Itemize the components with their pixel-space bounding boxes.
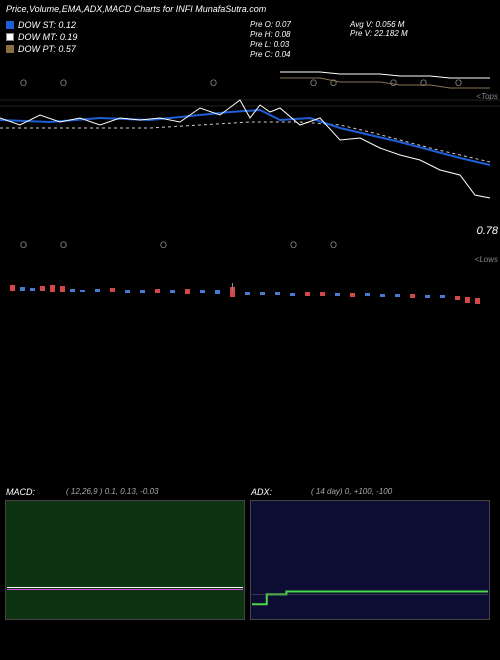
chart-title: Price,Volume,EMA,ADX,MACD Charts for INF… bbox=[0, 0, 500, 18]
volume-candles bbox=[0, 275, 500, 315]
pre-open: Pre O: 0.07 bbox=[250, 20, 291, 29]
avg-volume: Avg V: 0.056 M bbox=[350, 20, 408, 29]
adx-label: ADX: bbox=[251, 487, 272, 497]
macd-chart: MACD: ( 12,26,9 ) 0.1, 0.13, -0.03 bbox=[5, 500, 245, 620]
dow-pt-label: DOW PT: 0.57 bbox=[6, 44, 77, 54]
lows-label: <Lows bbox=[475, 255, 498, 264]
dow-pt-text: DOW PT: 0.57 bbox=[18, 44, 76, 54]
price-ohlc: Pre O: 0.07 Pre H: 0.08 Pre L: 0.03 Pre … bbox=[250, 20, 291, 60]
dow-mt-text: DOW MT: 0.19 bbox=[18, 32, 77, 42]
o-mark: O bbox=[330, 240, 337, 250]
dow-st-color bbox=[6, 21, 14, 29]
adx-params: ( 14 day) 0, +100, -100 bbox=[311, 487, 392, 496]
dow-mt-label: DOW MT: 0.19 bbox=[6, 32, 77, 42]
current-price: 0.78 bbox=[477, 225, 498, 237]
macd-params: ( 12,26,9 ) 0.1, 0.13, -0.03 bbox=[66, 487, 159, 496]
dow-pt-color bbox=[6, 45, 14, 53]
adx-chart: ADX: ( 14 day) 0, +100, -100 bbox=[250, 500, 490, 620]
macd-label: MACD: bbox=[6, 487, 35, 497]
pre-volume: Pre V: 22.182 M bbox=[350, 29, 408, 38]
macd-svg bbox=[6, 501, 244, 619]
pre-close: Pre C: 0.04 bbox=[250, 50, 291, 59]
price-volume: Avg V: 0.056 M Pre V: 22.182 M bbox=[350, 20, 408, 38]
o-mark: O bbox=[160, 240, 167, 250]
main-price-chart bbox=[0, 70, 500, 270]
dow-st-text: DOW ST: 0.12 bbox=[18, 20, 76, 30]
dow-legend: DOW ST: 0.12 DOW MT: 0.19 DOW PT: 0.57 bbox=[6, 20, 77, 56]
o-mark: O bbox=[60, 240, 67, 250]
pre-low: Pre L: 0.03 bbox=[250, 40, 291, 49]
pre-high: Pre H: 0.08 bbox=[250, 30, 291, 39]
indicator-panels: MACD: ( 12,26,9 ) 0.1, 0.13, -0.03 ADX: … bbox=[0, 500, 500, 620]
dow-st-label: DOW ST: 0.12 bbox=[6, 20, 77, 30]
o-mark: O bbox=[290, 240, 297, 250]
o-mark: O bbox=[20, 240, 27, 250]
dow-mt-color bbox=[6, 33, 14, 41]
adx-svg bbox=[251, 501, 489, 619]
